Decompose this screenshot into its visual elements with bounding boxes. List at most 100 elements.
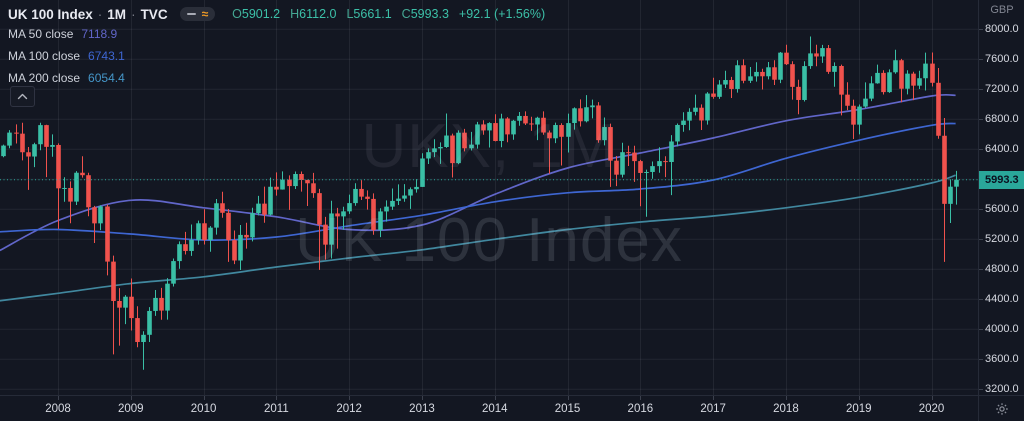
time-axis-label: 2019 <box>845 403 872 415</box>
candle-body <box>98 206 103 224</box>
open-value: 5901.2 <box>241 7 281 21</box>
candle-body <box>760 71 765 77</box>
candle-body <box>171 261 176 284</box>
candle-body <box>881 72 886 93</box>
candle-body <box>735 65 740 89</box>
candle-body <box>232 240 237 261</box>
candle-body <box>663 161 668 163</box>
time-axis[interactable]: 2008 2009 2010 2011 2012 2013 2014 2015 2016 2017… <box>0 395 978 421</box>
candle-body <box>748 76 753 81</box>
candle-body <box>86 175 91 208</box>
year-tick <box>130 396 132 400</box>
candle-body <box>214 203 219 228</box>
time-axis-label: 2016 <box>627 403 654 415</box>
candle-body <box>511 120 516 135</box>
price-tick <box>979 209 983 211</box>
candle-body <box>123 296 128 308</box>
candle-body <box>268 186 273 215</box>
candle-body <box>893 60 898 73</box>
candle-body <box>420 158 425 187</box>
candle-body <box>208 227 213 241</box>
candle-body <box>347 203 352 212</box>
candle-body <box>584 107 589 122</box>
candle-body <box>602 127 607 141</box>
candle-body <box>596 105 601 141</box>
candle-body <box>117 300 122 308</box>
candle-body <box>936 82 941 136</box>
indicator-value: 7118.9 <box>81 27 118 41</box>
candle-body <box>353 188 358 204</box>
price-axis-label: 8000.0 <box>985 23 1019 36</box>
candle-body <box>590 105 595 108</box>
price-axis[interactable]: GBP 5993.3 8000.0 7600.0 7200.0 6800.0 6400.… <box>978 0 1024 395</box>
price-axis-label: 7200.0 <box>985 83 1019 96</box>
approx-icon: ≈ <box>201 7 209 21</box>
indicator-row-ma100[interactable]: MA 100 close 6743.1 <box>8 45 545 67</box>
candle-body <box>105 206 110 262</box>
indicator-value: 6743.1 <box>88 49 125 63</box>
indicator-label: MA 100 close <box>8 49 81 63</box>
candle-body <box>287 179 292 187</box>
candle-body <box>675 124 680 142</box>
price-axis-label: 4400.0 <box>985 293 1019 306</box>
symbol-name[interactable]: UK 100 Index <box>8 6 93 22</box>
time-axis-label: 2009 <box>117 403 144 415</box>
candle-body <box>717 84 722 97</box>
candle-body <box>839 66 844 95</box>
candle-body <box>141 334 146 343</box>
candlestick-chart[interactable] <box>0 0 978 395</box>
indicator-row-ma200[interactable]: MA 200 close 6054.4 <box>8 67 545 89</box>
candle-body <box>790 64 795 87</box>
candle-body <box>845 94 850 106</box>
price-tick <box>979 119 983 121</box>
candle-body <box>505 118 510 135</box>
candle-body <box>450 135 455 164</box>
candle-body <box>256 203 261 214</box>
candle-body <box>820 48 825 57</box>
indicator-label: MA 200 close <box>8 71 81 85</box>
candle-body <box>371 198 376 231</box>
candle-body <box>669 141 674 163</box>
price-axis-label: 3600.0 <box>985 353 1019 366</box>
time-axis-label: 2017 <box>700 403 726 415</box>
candle-body <box>426 152 431 159</box>
ma-line-ma-50[interactable] <box>0 93 956 252</box>
candle-body <box>535 117 540 125</box>
candle-body <box>553 125 558 139</box>
legend-collapse-button[interactable] <box>10 86 35 107</box>
price-tick <box>979 239 983 241</box>
high-value: 6112.0 <box>299 7 337 21</box>
candle-body <box>566 123 571 137</box>
candle-body <box>802 66 807 100</box>
values-visibility-toggle[interactable]: ≈ <box>179 7 216 21</box>
price-axis-label: 5600.0 <box>985 203 1019 216</box>
time-axis-label: 2020 <box>918 403 945 415</box>
candle-body <box>444 135 449 148</box>
ma-line-ma-100[interactable] <box>0 122 956 241</box>
interval[interactable]: 1M <box>107 6 127 22</box>
price-axis-label: 7600.0 <box>985 53 1019 66</box>
indicator-row-ma50[interactable]: MA 50 close 7118.9 <box>8 23 545 45</box>
ma-line-ma-200[interactable] <box>0 174 956 302</box>
candle-body <box>541 117 546 133</box>
candle-body <box>341 211 346 217</box>
candle-body <box>305 180 310 184</box>
candle-body <box>147 310 152 335</box>
candle-body <box>814 53 819 57</box>
year-tick <box>567 396 569 400</box>
axis-settings-corner[interactable] <box>978 395 1024 421</box>
candle-body <box>778 52 783 80</box>
legend: UK 100 Index · 1M · TVC ≈ O5901.2 H6112.… <box>8 5 545 89</box>
candle-body <box>687 111 692 121</box>
candle-body <box>487 123 492 131</box>
candle-body <box>238 234 243 261</box>
candle-body <box>74 172 79 202</box>
candle-body <box>899 60 904 89</box>
exchange[interactable]: TVC <box>140 6 168 22</box>
candle-body <box>323 224 328 245</box>
candle-body <box>469 144 474 149</box>
price-axis-label: 6400.0 <box>985 143 1019 156</box>
candle-body <box>948 186 953 204</box>
candle-body <box>293 174 298 187</box>
candle-body <box>826 48 831 72</box>
